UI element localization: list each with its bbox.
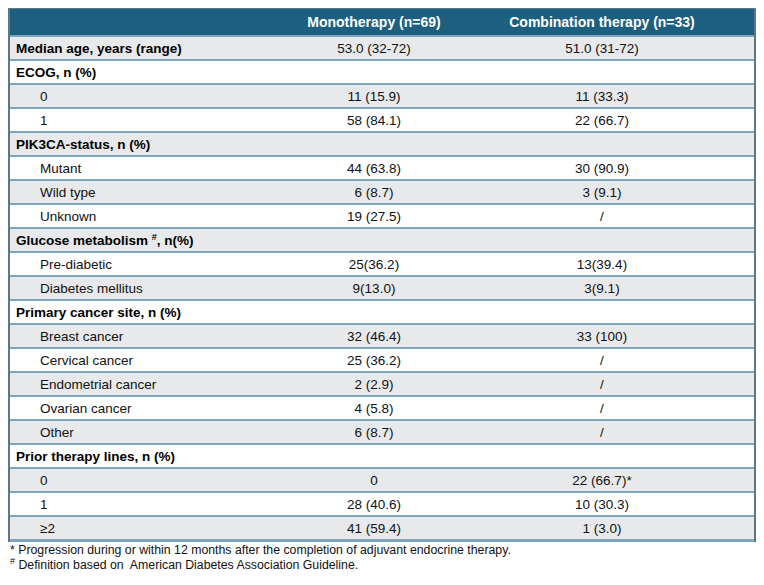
row-label: Cervical cancer <box>10 349 298 373</box>
table-row-endometrial-cancer: Endometrial cancer 2 (2.9) / <box>10 373 754 397</box>
row-label: Breast cancer <box>10 325 298 349</box>
table-row-ovarian-cancer: Ovarian cancer 4 (5.8) / <box>10 397 754 421</box>
mono-value: 6 (8.7) <box>298 421 450 445</box>
combo-value: 13(39.4) <box>450 253 754 277</box>
section-row-pik3ca: PIK3CA-status, n (%) <box>10 133 754 157</box>
combo-value: / <box>450 397 754 421</box>
mono-value: 41 (59.4) <box>298 517 450 542</box>
table-row-diabetes-mellitus: Diabetes mellitus 9(13.0) 3(9.1) <box>10 277 754 301</box>
row-label: Unknown <box>10 205 298 229</box>
combo-value: 3(9.1) <box>450 277 754 301</box>
table-row-other: Other 6 (8.7) / <box>10 421 754 445</box>
combo-value: / <box>450 421 754 445</box>
mono-value: 25(36.2) <box>298 253 450 277</box>
row-label: 0 <box>10 469 298 493</box>
row-label: 1 <box>10 109 298 133</box>
combo-value: / <box>450 373 754 397</box>
row-label: Ovarian cancer <box>10 397 298 421</box>
table-row-prior-1: 1 28 (40.6) 10 (30.3) <box>10 493 754 517</box>
mono-value: 19 (27.5) <box>298 205 450 229</box>
mono-value: 44 (63.8) <box>298 157 450 181</box>
table-row-mutant: Mutant 44 (63.8) 30 (90.9) <box>10 157 754 181</box>
footnote-text: Progression during or within 12 months a… <box>15 543 511 557</box>
combo-value: 51.0 (31-72) <box>450 37 754 61</box>
row-label: Pre-diabetic <box>10 253 298 277</box>
section-label: ECOG, n (%) <box>10 61 754 85</box>
section-row-primary-cancer-site: Primary cancer site, n (%) <box>10 301 754 325</box>
row-label: ≥2 <box>10 517 298 542</box>
table-row-median-age: Median age, years (range) 53.0 (32-72) 5… <box>10 37 754 61</box>
mono-value: 2 (2.9) <box>298 373 450 397</box>
table-row-prior-0: 0 0 22 (66.7)* <box>10 469 754 493</box>
table-row-cervical-cancer: Cervical cancer 25 (36.2) / <box>10 349 754 373</box>
baseline-characteristics-table: Monotherapy (n=69) Combination therapy (… <box>8 8 752 542</box>
row-label: Mutant <box>10 157 298 181</box>
combo-value: 30 (90.9) <box>450 157 754 181</box>
table-row-prior-2plus: ≥2 41 (59.4) 1 (3.0) <box>10 517 754 542</box>
section-label-rest: , n(%) <box>157 233 194 248</box>
patient-characteristics-table: Monotherapy (n=69) Combination therapy (… <box>8 8 756 542</box>
row-label: 1 <box>10 493 298 517</box>
table-row-wild-type: Wild type 6 (8.7) 3 (9.1) <box>10 181 754 205</box>
combo-value: 22 (66.7)* <box>450 469 754 493</box>
row-label: Endometrial cancer <box>10 373 298 397</box>
table-row-ecog-1: 1 58 (84.1) 22 (66.7) <box>10 109 754 133</box>
section-row-ecog: ECOG, n (%) <box>10 61 754 85</box>
section-label: Prior therapy lines, n (%) <box>10 445 754 469</box>
mono-value: 9(13.0) <box>298 277 450 301</box>
header-combination-therapy: Combination therapy (n=33) <box>450 9 754 37</box>
mono-value: 58 (84.1) <box>298 109 450 133</box>
mono-value: 53.0 (32-72) <box>298 37 450 61</box>
section-label-text: Glucose metabolism <box>16 233 152 248</box>
table-row-breast-cancer: Breast cancer 32 (46.4) 33 (100) <box>10 325 754 349</box>
footnote-text: Definition based on American Diabetes As… <box>15 558 358 572</box>
combo-value: 10 (30.3) <box>450 493 754 517</box>
header-row: Monotherapy (n=69) Combination therapy (… <box>10 9 754 37</box>
combo-value: / <box>450 205 754 229</box>
combo-value: 11 (33.3) <box>450 85 754 109</box>
mono-value: 11 (15.9) <box>298 85 450 109</box>
combo-value: / <box>450 349 754 373</box>
section-label: PIK3CA-status, n (%) <box>10 133 754 157</box>
combo-value: 3 (9.1) <box>450 181 754 205</box>
combo-value: 33 (100) <box>450 325 754 349</box>
footnote-hash: # Definition based on American Diabetes … <box>10 558 511 573</box>
row-label: Median age, years (range) <box>10 37 298 61</box>
mono-value: 32 (46.4) <box>298 325 450 349</box>
mono-value: 6 (8.7) <box>298 181 450 205</box>
mono-value: 4 (5.8) <box>298 397 450 421</box>
section-row-prior-therapy-lines: Prior therapy lines, n (%) <box>10 445 754 469</box>
combo-value: 22 (66.7) <box>450 109 754 133</box>
header-empty-cell <box>10 9 298 37</box>
row-label: Diabetes mellitus <box>10 277 298 301</box>
mono-value: 25 (36.2) <box>298 349 450 373</box>
footnote-asterisk: * Progression during or within 12 months… <box>10 543 511 558</box>
mono-value: 0 <box>298 469 450 493</box>
table-row-ecog-0: 0 11 (15.9) 11 (33.3) <box>10 85 754 109</box>
combo-value: 1 (3.0) <box>450 517 754 542</box>
mono-value: 28 (40.6) <box>298 493 450 517</box>
section-label: Primary cancer site, n (%) <box>10 301 754 325</box>
section-row-glucose-metabolism: Glucose metabolism #, n(%) <box>10 229 754 253</box>
row-label: Other <box>10 421 298 445</box>
header-monotherapy: Monotherapy (n=69) <box>298 9 450 37</box>
row-label: Wild type <box>10 181 298 205</box>
row-label: 0 <box>10 85 298 109</box>
section-label: Glucose metabolism #, n(%) <box>10 229 754 253</box>
footnotes: * Progression during or within 12 months… <box>10 543 511 572</box>
table-row-pre-diabetic: Pre-diabetic 25(36.2) 13(39.4) <box>10 253 754 277</box>
table-row-unknown: Unknown 19 (27.5) / <box>10 205 754 229</box>
